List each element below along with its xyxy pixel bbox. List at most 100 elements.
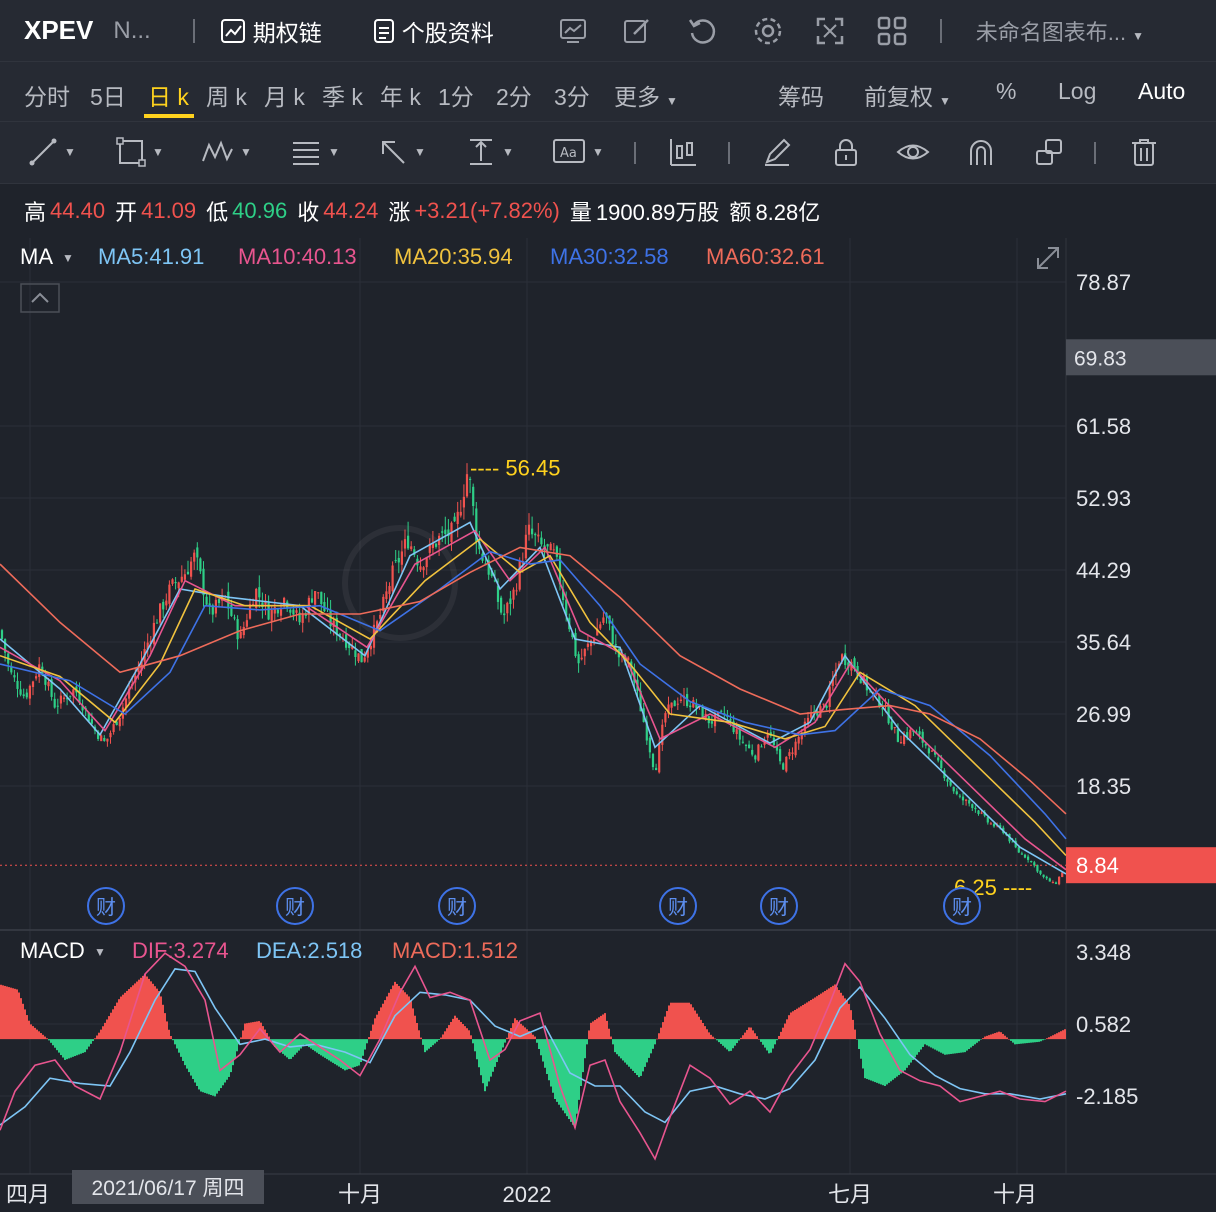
chart-area[interactable]: 78.87 61.58 52.93 44.29 35.64 26.99 18.35 69.83… (0, 238, 1216, 1212)
period-item[interactable]: 季 k (322, 84, 363, 110)
visibility-tool[interactable] (896, 137, 930, 167)
candle-style-tool[interactable] (668, 137, 698, 167)
layout-grid-icon[interactable] (876, 15, 908, 47)
candle-body (506, 602, 509, 614)
macd-histogram-bar (1000, 1032, 1002, 1040)
volume-value: 1900.89万股 (595, 200, 720, 225)
earnings-marker (276, 887, 314, 925)
fullscreen-icon[interactable] (814, 15, 846, 47)
macd-histogram-bar (828, 988, 830, 1040)
refresh-icon[interactable] (686, 15, 718, 47)
arrow-tool[interactable]: ▼ (378, 137, 426, 167)
macd-histogram-bar (1060, 1031, 1062, 1040)
range-tool[interactable]: ▼ (466, 137, 514, 167)
macd-histogram-bar (856, 1039, 858, 1040)
macd-histogram-bar (222, 1039, 224, 1086)
rectangle-tool[interactable]: ▼ (116, 137, 164, 167)
trend-line-tool[interactable]: ▼ (28, 137, 76, 167)
macd-histogram-bar (434, 1039, 436, 1044)
candle-body (552, 549, 555, 551)
symbol[interactable]: XPEV (24, 15, 94, 45)
period-item[interactable]: 年 k (380, 84, 421, 110)
candle-body (555, 546, 558, 557)
log-toggle[interactable]: Log (1058, 78, 1097, 104)
pattern-tool[interactable]: ▼ (200, 137, 252, 167)
profile-button[interactable]: 个股资料 (372, 14, 494, 48)
edit-icon[interactable] (622, 16, 652, 46)
candle-body (775, 745, 779, 751)
brush-tool[interactable] (762, 137, 792, 167)
options-chain-label: 期权链 (252, 19, 322, 46)
percent-toggle[interactable]: % (996, 78, 1017, 104)
candle-body (577, 654, 580, 664)
candle-body (103, 737, 106, 742)
candle-body (664, 713, 667, 723)
macd-histogram-bar (342, 1039, 344, 1070)
macd-histogram-bar (724, 1039, 726, 1048)
candle-body (314, 591, 317, 605)
candle-body (47, 681, 50, 687)
macd-histogram-bar (546, 1039, 548, 1075)
candle-body (899, 742, 903, 744)
candle-body (1058, 877, 1061, 885)
company-name[interactable]: N... (113, 16, 151, 44)
options-chain-button[interactable]: 期权链 (219, 14, 322, 48)
period-more[interactable]: 更多 ▼ (614, 78, 678, 112)
candle-body (323, 601, 326, 612)
candle-body (462, 496, 465, 508)
candle-body (394, 560, 397, 562)
macd-histogram-bar (802, 1004, 804, 1040)
adjust-selector[interactable]: 前复权 ▼ (864, 78, 951, 112)
crosshair-date-box (72, 1170, 264, 1204)
period-item[interactable]: 5日 (90, 84, 126, 110)
macd-histogram-bar (942, 1039, 944, 1054)
gear-icon[interactable] (752, 15, 784, 47)
period-item[interactable]: 日 k (148, 84, 189, 110)
macd-histogram-bar (192, 1039, 194, 1080)
clone-tool[interactable] (1034, 137, 1064, 167)
candle-body (205, 596, 208, 605)
period-item[interactable]: 1分 (438, 84, 474, 110)
period-item[interactable]: 月 k (264, 84, 305, 110)
magnet-tool[interactable] (966, 137, 996, 167)
period-item[interactable]: 分时 (24, 84, 70, 110)
macd-histogram-bar (1030, 1039, 1032, 1043)
macd-histogram-bar (570, 1039, 572, 1122)
candle-body (741, 741, 744, 743)
macd-histogram-bar (522, 1025, 524, 1040)
auto-toggle[interactable]: Auto (1138, 78, 1186, 104)
macd-histogram-bar (328, 1039, 330, 1061)
divider (192, 18, 195, 43)
candle-body (589, 640, 593, 647)
fib-tool[interactable]: ▼ (290, 137, 340, 167)
text-tool[interactable]: Aa ▼ (552, 137, 604, 167)
macd-histogram-bar (32, 1026, 34, 1040)
macd-histogram-bar (110, 1012, 112, 1040)
candle-body (252, 603, 255, 605)
period-item[interactable]: 周 k (206, 84, 247, 110)
delete-tool[interactable] (1130, 137, 1158, 167)
macd-histogram-bar (784, 1023, 786, 1040)
candle-body (273, 607, 276, 614)
candle-body (78, 690, 81, 703)
period-item[interactable]: 3分 (554, 84, 590, 110)
macd-histogram-bar (774, 1039, 776, 1045)
chart-style-icon[interactable] (558, 16, 588, 46)
macd-histogram-bar (544, 1039, 546, 1068)
candle-body (791, 752, 794, 754)
macd-histogram-bar (804, 1003, 806, 1040)
macd-histogram-bar (500, 1039, 502, 1053)
candle-body (90, 719, 93, 724)
macd-histogram-bar (12, 988, 14, 1040)
chips-button[interactable]: 筹码 (778, 84, 824, 110)
lock-icon (835, 139, 857, 166)
macd-histogram-bar (978, 1039, 980, 1042)
candle-body (639, 690, 642, 712)
macd-histogram-bar (1050, 1036, 1052, 1040)
x-tick-label: 十月 (993, 1182, 1037, 1207)
macd-histogram-bar (6, 986, 8, 1040)
layout-selector[interactable]: 未命名图表布... ▼ (976, 15, 1144, 47)
macd-histogram-bar (998, 1031, 1000, 1040)
period-item[interactable]: 2分 (496, 84, 532, 110)
lock-tool[interactable] (832, 137, 860, 167)
